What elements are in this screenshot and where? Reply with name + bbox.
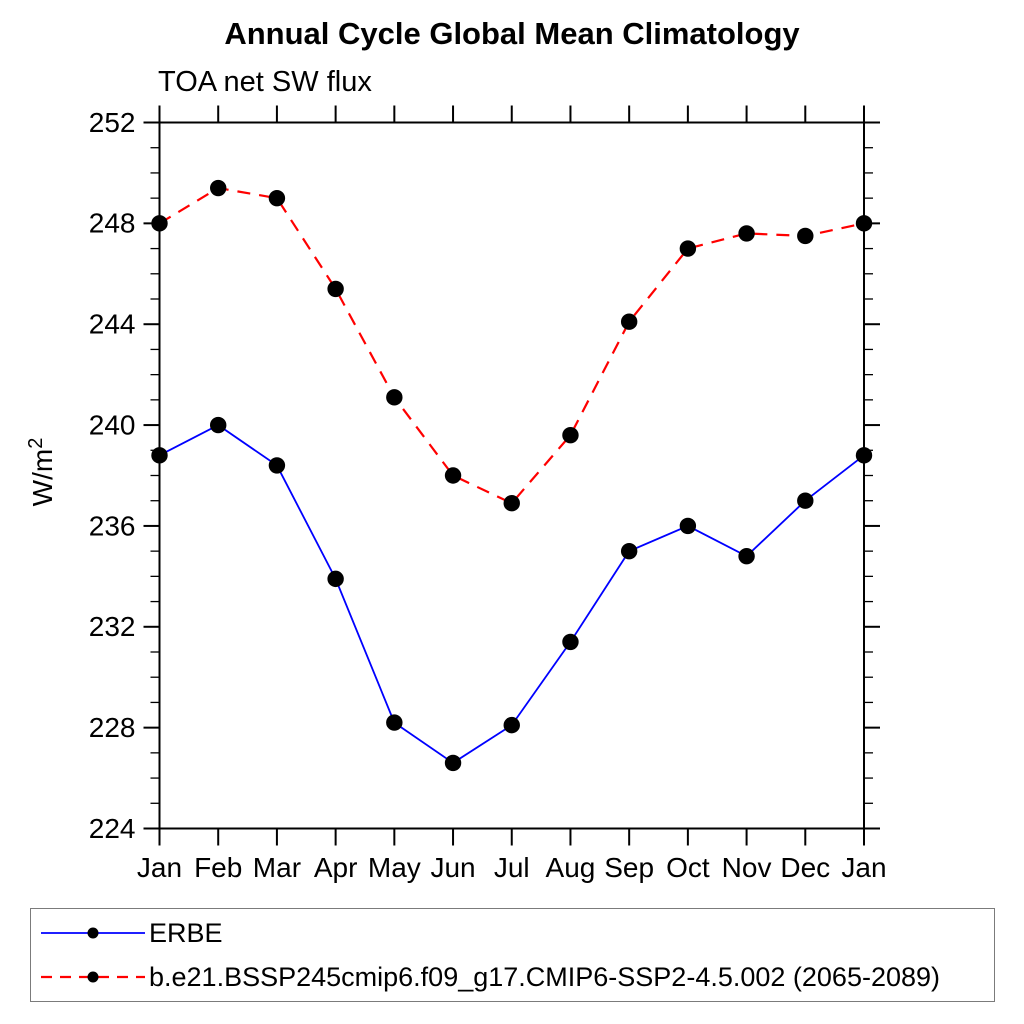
x-tick-label: Aug [546, 852, 596, 883]
x-tick-label: Oct [666, 852, 710, 883]
y-axis: 224 228 232 236 240 244 248 252 W/m2 [25, 107, 880, 844]
x-tick-label: Nov [722, 852, 772, 883]
data-point [562, 633, 579, 651]
y-tick-label: 228 [89, 712, 136, 743]
legend-line-sample [41, 927, 145, 939]
x-tick-label: Jun [430, 852, 475, 883]
chart-title: Annual Cycle Global Mean Climatology [224, 16, 800, 51]
y-tick-label: 244 [89, 309, 136, 340]
x-tick-label: Dec [780, 852, 830, 883]
y-tick-label: 232 [89, 611, 136, 642]
x-tick-label: May [368, 852, 421, 883]
data-point [620, 542, 638, 560]
data-point [620, 313, 638, 330]
series-erbe [151, 416, 873, 772]
legend-item: b.e21.BSSP245cmip6.f09_g17.CMIP6-SSP2-4.… [31, 957, 994, 997]
data-point [797, 227, 814, 245]
legend-line-sample [41, 971, 145, 983]
data-point [268, 457, 286, 474]
data-point [503, 495, 520, 512]
legend-label: ERBE [149, 917, 223, 948]
y-tick-label: 240 [89, 409, 136, 440]
data-point [738, 225, 755, 242]
data-point [679, 240, 697, 257]
x-tick-label: Mar [253, 852, 301, 883]
x-tick-label: Feb [194, 852, 242, 883]
legend-label: b.e21.BSSP245cmip6.f09_g17.CMIP6-SSP2-4.… [149, 961, 941, 992]
data-point [503, 716, 520, 734]
data-point [738, 547, 755, 565]
data-point [327, 280, 344, 298]
data-point [562, 426, 579, 444]
data-point [444, 467, 462, 484]
x-axis: Jan Feb Mar Apr May Jun Jul Aug Sep Oct Nov Dec Jan [137, 105, 887, 883]
data-point [210, 416, 227, 434]
x-tick-label: Jan [137, 852, 182, 883]
data-point [151, 447, 168, 464]
data-point [386, 389, 403, 406]
x-tick-label: Jul [494, 852, 530, 883]
y-tick-label: 248 [89, 208, 136, 239]
data-point [327, 570, 344, 588]
data-point [855, 215, 873, 232]
data-point [210, 179, 227, 197]
legend-marker [87, 971, 99, 983]
data-point [444, 754, 462, 772]
y-axis-label: W/m2 [25, 438, 58, 507]
legend: ERBE b.e21.BSSP245cmip6.f09_g17.CMIP6-SSP… [30, 908, 995, 1002]
x-tick-label: Jan [841, 852, 886, 883]
chart-subtitle: TOA net SW flux [158, 66, 372, 98]
data-point [679, 517, 697, 535]
data-point [151, 215, 168, 232]
y-tick-label: 252 [89, 107, 136, 138]
legend-marker [87, 927, 99, 939]
data-point [797, 492, 814, 509]
data-point [855, 447, 873, 464]
x-tick-label: Apr [314, 852, 358, 883]
x-tick-label: Sep [604, 852, 654, 883]
series-model [151, 179, 873, 512]
data-point [386, 714, 403, 731]
data-point [268, 189, 286, 207]
y-tick-label: 224 [89, 813, 136, 844]
legend-item: ERBE [31, 913, 994, 953]
y-tick-label: 236 [89, 510, 136, 541]
